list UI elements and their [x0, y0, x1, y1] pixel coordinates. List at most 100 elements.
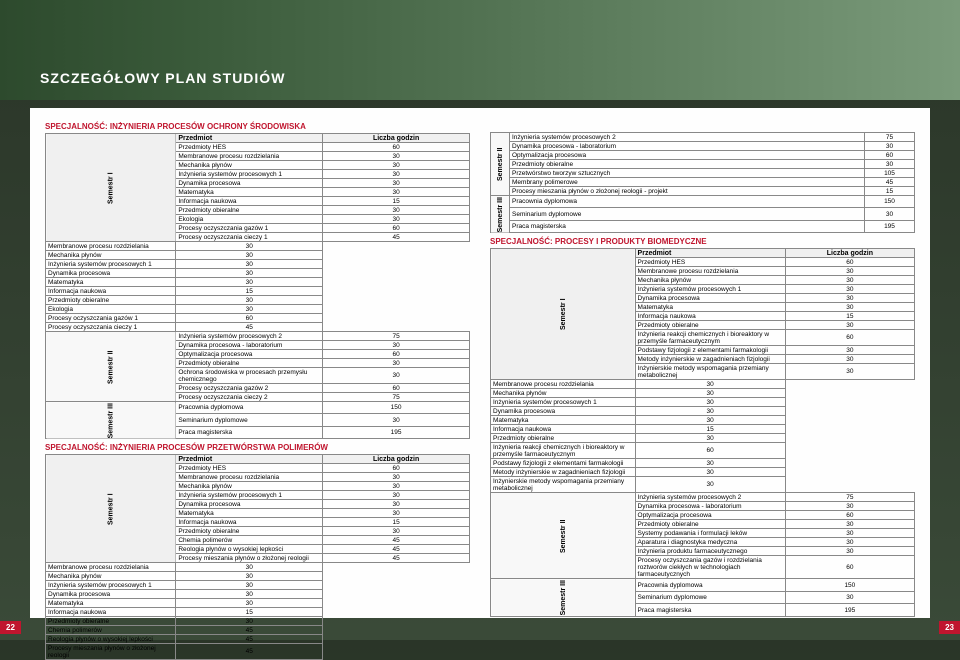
sem-label: Semestr I	[46, 134, 176, 242]
subject-cell: Optymalizacja procesowa	[510, 151, 865, 160]
hours-cell: 30	[323, 161, 470, 170]
subject-cell: Informacja naukowa	[46, 287, 176, 296]
col-subject: Przedmiot	[635, 249, 785, 258]
subject-cell: Dynamika procesowa	[46, 269, 176, 278]
hours-cell: 30	[785, 321, 914, 330]
subject-cell: Ekologia	[176, 215, 323, 224]
header-banner: SZCZEGÓŁOWY PLAN STUDIÓW	[0, 0, 960, 100]
subject-cell: Dynamika procesowa	[176, 500, 323, 509]
subject-cell: Mechanika płynów	[46, 572, 176, 581]
subject-cell: Dynamika procesowa	[46, 590, 176, 599]
col-subject: Przedmiot	[176, 134, 323, 143]
spec2b-table: Semestr IIInżynieria systemów procesowyc…	[490, 132, 915, 233]
hours-cell: 45	[323, 536, 470, 545]
subject-cell: Matematyka	[176, 188, 323, 197]
hours-cell: 195	[865, 220, 915, 232]
subject-cell: Inżynieria reakcji chemicznych i bioreak…	[491, 443, 636, 459]
hours-cell: 30	[176, 269, 323, 278]
page-title: SZCZEGÓŁOWY PLAN STUDIÓW	[40, 70, 285, 86]
subject-cell: Inżynieria systemów procesowych 2	[510, 133, 865, 142]
hours-cell: 60	[785, 511, 914, 520]
table-row: Semestr IPrzedmiotLiczba godzin	[46, 455, 470, 464]
subject-cell: Dynamika procesowa	[635, 294, 785, 303]
sem-label: Semestr III	[491, 579, 636, 616]
hours-cell: 150	[323, 402, 470, 414]
subject-cell: Systemy podawania i formulacji leków	[635, 529, 785, 538]
subject-cell: Aparatura i diagnostyka medyczna	[635, 538, 785, 547]
hours-cell: 45	[176, 626, 323, 635]
spec2-table: Semestr IPrzedmiotLiczba godzin Przedmiot…	[45, 454, 470, 660]
hours-cell: 30	[785, 303, 914, 312]
table-row: Membranowe procesu rozdzielania30	[491, 380, 915, 389]
right-column: Semestr IIInżynieria systemów procesowyc…	[490, 118, 915, 608]
subject-cell: Inżynieria systemów procesowych 1	[46, 581, 176, 590]
subject-cell: Seminarium dyplomowe	[510, 208, 865, 220]
spec-title: SPECJALNOŚĆ: INŻYNIERIA PROCESÓW OCHRONY…	[45, 122, 470, 131]
table-row: Semestr IPrzedmiotLiczba godzin	[491, 249, 915, 258]
hours-cell: 30	[785, 538, 914, 547]
subject-cell: Informacja naukowa	[491, 425, 636, 434]
table-row: Dynamika procesowa30	[491, 407, 915, 416]
subject-cell: Mechanika płynów	[491, 389, 636, 398]
subject-cell: Podstawy fizjologii z elementami farmako…	[491, 459, 636, 468]
hours-cell: 30	[323, 368, 470, 384]
subject-cell: Przedmioty obieralne	[491, 434, 636, 443]
hours-cell: 30	[176, 251, 323, 260]
hours-cell: 30	[635, 459, 785, 468]
hours-cell: 30	[785, 591, 914, 603]
table-row: Ekologia30	[46, 305, 470, 314]
subject-cell: Membranowe procesu rozdzielania	[176, 473, 323, 482]
hours-cell: 45	[323, 554, 470, 563]
spec-title: SPECJALNOŚĆ: PROCESY I PRODUKTY BIOMEDYC…	[490, 237, 915, 246]
table-row: Matematyka30	[46, 278, 470, 287]
hours-cell: 60	[323, 143, 470, 152]
subject-cell: Membrany polimerowe	[510, 178, 865, 187]
subject-cell: Przedmioty obieralne	[176, 206, 323, 215]
table-row: Przedmioty obieralne30	[46, 617, 470, 626]
table-row: Metody inżynierskie w zagadnieniach fizj…	[491, 468, 915, 477]
subject-cell: Procesy oczyszczania gazów 1	[176, 224, 323, 233]
subject-cell: Procesy oczyszczania gazów i rozdzielani…	[635, 556, 785, 579]
hours-cell: 15	[635, 425, 785, 434]
sem-label: Semestr I	[46, 455, 176, 563]
subject-cell: Inżynierskie metody wspomagania przemian…	[491, 477, 636, 493]
subject-cell: Metody inżynierskie w zagadnieniach fizj…	[491, 468, 636, 477]
subject-cell: Dynamika procesowa - laboratorium	[510, 142, 865, 151]
table-row: Praca magisterska195	[491, 220, 915, 232]
hours-cell: 30	[323, 359, 470, 368]
left-column: SPECJALNOŚĆ: INŻYNIERIA PROCESÓW OCHRONY…	[45, 118, 470, 608]
table-row: Mechanika płynów30	[46, 251, 470, 260]
subject-cell: Membranowe procesu rozdzielania	[176, 152, 323, 161]
subject-cell: Dynamika procesowa - laboratorium	[176, 341, 323, 350]
hours-cell: 30	[635, 468, 785, 477]
subject-cell: Przedmioty obieralne	[176, 527, 323, 536]
sem-label: Semestr III	[46, 402, 176, 439]
subject-cell: Seminarium dyplomowe	[635, 591, 785, 603]
hours-cell: 30	[176, 581, 323, 590]
subject-cell: Przetwórstwo tworzyw sztucznych	[510, 169, 865, 178]
hours-cell: 30	[785, 346, 914, 355]
table-row: Podstawy fizjologii z elementami farmako…	[491, 459, 915, 468]
hours-cell: 30	[176, 278, 323, 287]
sem-label: Semestr II	[491, 133, 510, 196]
hours-cell: 30	[323, 152, 470, 161]
spec-title: SPECJALNOŚĆ: INŻYNIERIA PROCESÓW PRZETWÓ…	[45, 443, 470, 452]
hours-cell: 60	[785, 556, 914, 579]
subject-cell: Dynamika procesowa	[176, 179, 323, 188]
subject-cell: Matematyka	[176, 509, 323, 518]
hours-cell: 15	[176, 608, 323, 617]
hours-cell: 30	[176, 599, 323, 608]
subject-cell: Membranowe procesu rozdzielania	[46, 563, 176, 572]
subject-cell: Procesy oczyszczania cieczy 1	[176, 233, 323, 242]
hours-cell: 30	[323, 206, 470, 215]
hours-cell: 45	[323, 233, 470, 242]
hours-cell: 105	[865, 169, 915, 178]
subject-cell: Chemia polimerów	[46, 626, 176, 635]
subject-cell: Matematyka	[46, 599, 176, 608]
subject-cell: Przedmioty HES	[635, 258, 785, 267]
subject-cell: Reologia płynów o wysokiej lepkości	[176, 545, 323, 554]
subject-cell: Przedmioty obieralne	[635, 321, 785, 330]
hours-cell: 30	[785, 502, 914, 511]
table-row: Seminarium dyplomowe30	[491, 208, 915, 220]
hours-cell: 30	[785, 355, 914, 364]
